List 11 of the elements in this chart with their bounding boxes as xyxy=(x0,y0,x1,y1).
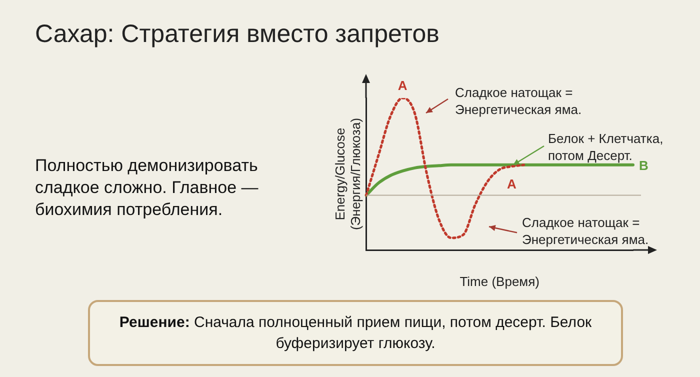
annotation: Сладкое натощак = Энергетическая яма. xyxy=(455,84,583,118)
series-label: A xyxy=(398,78,408,93)
series-label: B xyxy=(639,158,648,173)
text: A xyxy=(507,176,516,192)
text: Сначала полноценный прием пищи, потом десерт. Белок буферизирует глюкозу. xyxy=(194,314,592,352)
chart-title: Сахар: Стратегия вместо запретов xyxy=(35,20,440,49)
y-axis-title: Energy/Glucose (Энергия/Глюкоза) xyxy=(332,118,363,230)
annotation: Сладкое натощак = Энергетическая яма. xyxy=(522,214,650,248)
x-axis-title: Time (Время) xyxy=(460,274,540,289)
text: Полностью демонизировать сладкое сложно. Главное — биохимия потребления. xyxy=(35,155,260,221)
text: Решение: xyxy=(119,314,190,331)
